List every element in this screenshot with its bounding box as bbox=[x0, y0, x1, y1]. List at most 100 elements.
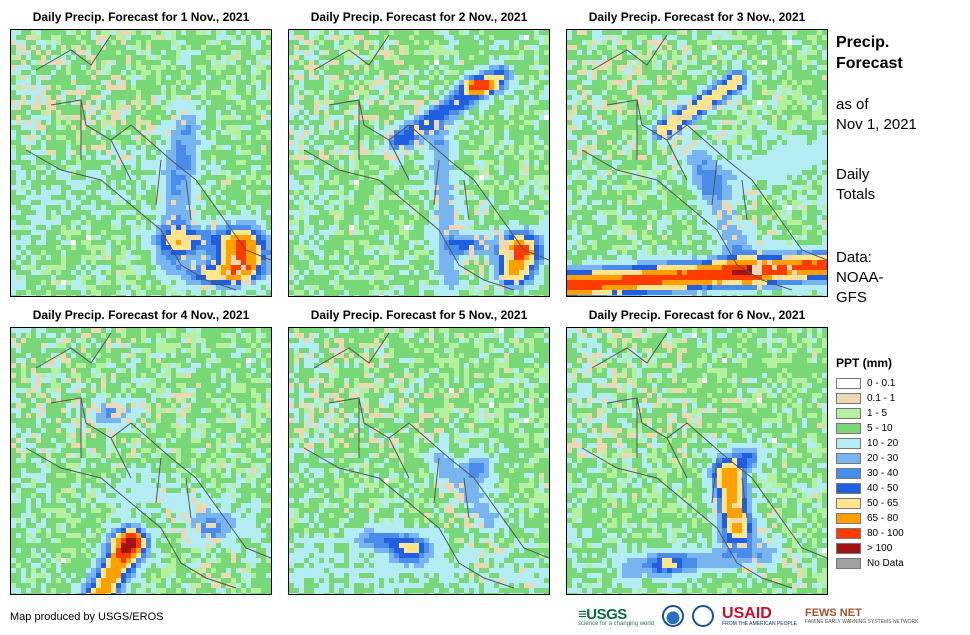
precip-cell bbox=[196, 170, 201, 175]
precip-cell bbox=[196, 285, 201, 290]
precip-cell bbox=[539, 200, 544, 205]
precip-cell bbox=[374, 75, 379, 80]
precip-cell bbox=[314, 120, 319, 125]
precip-cell bbox=[266, 100, 271, 105]
precip-cell bbox=[161, 195, 166, 200]
precip-cell bbox=[151, 100, 156, 105]
precip-cell bbox=[449, 70, 454, 75]
precip-cell bbox=[226, 90, 231, 95]
precip-cell bbox=[529, 150, 534, 155]
precip-cell bbox=[394, 230, 399, 235]
precip-cell bbox=[41, 45, 46, 50]
precip-cell bbox=[236, 280, 241, 285]
precip-cell bbox=[419, 195, 424, 200]
precip-cell bbox=[509, 235, 514, 240]
precip-cell bbox=[41, 145, 46, 150]
precip-cell bbox=[439, 40, 444, 45]
precip-cell bbox=[11, 115, 16, 120]
precip-cell bbox=[41, 160, 46, 165]
precip-cell bbox=[56, 190, 61, 195]
precip-cell bbox=[246, 60, 251, 65]
precip-cell bbox=[126, 40, 131, 45]
precip-cell bbox=[256, 45, 261, 50]
precip-cell bbox=[246, 255, 251, 260]
precip-cell bbox=[494, 200, 499, 205]
precip-cell bbox=[449, 50, 454, 55]
precip-cell bbox=[71, 185, 76, 190]
precip-cell bbox=[106, 210, 111, 215]
precip-cell bbox=[226, 115, 231, 120]
precip-cell bbox=[261, 100, 266, 105]
precip-cell bbox=[161, 290, 166, 295]
precip-cell bbox=[339, 50, 344, 55]
precip-cell bbox=[26, 125, 31, 130]
precip-cell bbox=[186, 130, 191, 135]
precip-cell bbox=[389, 70, 394, 75]
precip-cell bbox=[404, 40, 409, 45]
precip-cell bbox=[266, 40, 271, 45]
precip-cell bbox=[349, 135, 354, 140]
precip-cell bbox=[464, 145, 469, 150]
precip-cell bbox=[86, 40, 91, 45]
precip-cell bbox=[404, 70, 409, 75]
precip-cell bbox=[544, 130, 549, 135]
precip-cell bbox=[419, 220, 424, 225]
precip-cell bbox=[329, 105, 334, 110]
precip-cell bbox=[359, 50, 364, 55]
precip-cell bbox=[309, 30, 314, 35]
precip-cell bbox=[196, 40, 201, 45]
precip-cell bbox=[544, 50, 549, 55]
precip-cell bbox=[494, 165, 499, 170]
precip-cell bbox=[66, 75, 71, 80]
precip-cell bbox=[319, 95, 324, 100]
precip-cell bbox=[141, 85, 146, 90]
precip-cell bbox=[339, 35, 344, 40]
precip-cell bbox=[61, 160, 66, 165]
precip-cell bbox=[329, 110, 334, 115]
precip-cell bbox=[181, 165, 186, 170]
precip-cell bbox=[191, 60, 196, 65]
precip-cell bbox=[61, 215, 66, 220]
precip-cell bbox=[221, 270, 226, 275]
precip-cell bbox=[211, 295, 216, 296]
precip-cell bbox=[241, 115, 246, 120]
precip-cell bbox=[434, 205, 439, 210]
precip-cell bbox=[76, 220, 81, 225]
precip-cell bbox=[314, 130, 319, 135]
precip-cell bbox=[464, 155, 469, 160]
precip-cell bbox=[201, 295, 206, 296]
precip-cell bbox=[181, 265, 186, 270]
precip-cell bbox=[319, 50, 324, 55]
precip-cell bbox=[374, 95, 379, 100]
precip-cell bbox=[479, 125, 484, 130]
precip-cell bbox=[484, 155, 489, 160]
precip-cell bbox=[251, 285, 256, 290]
precip-cell bbox=[364, 75, 369, 80]
precip-cell bbox=[539, 45, 544, 50]
precip-cell bbox=[226, 245, 231, 250]
precip-cell bbox=[166, 45, 171, 50]
precip-cell bbox=[231, 50, 236, 55]
precip-cell bbox=[26, 190, 31, 195]
precip-cell bbox=[449, 45, 454, 50]
precip-cell bbox=[334, 105, 339, 110]
precip-cell bbox=[101, 205, 106, 210]
precip-cell bbox=[309, 155, 314, 160]
precip-cell bbox=[121, 110, 126, 115]
precip-cell bbox=[216, 50, 221, 55]
precip-cell bbox=[261, 175, 266, 180]
precip-cell bbox=[106, 165, 111, 170]
precip-cell bbox=[494, 190, 499, 195]
precip-cell bbox=[41, 170, 46, 175]
precip-cell bbox=[66, 85, 71, 90]
precip-cell bbox=[319, 55, 324, 60]
precip-cell bbox=[11, 55, 16, 60]
precip-cell bbox=[136, 120, 141, 125]
precip-cell bbox=[141, 60, 146, 65]
precip-cell bbox=[241, 90, 246, 95]
precip-cell bbox=[349, 105, 354, 110]
precip-cell bbox=[106, 50, 111, 55]
precip-cell bbox=[484, 200, 489, 205]
precip-cell bbox=[111, 160, 116, 165]
precip-cell bbox=[76, 295, 81, 296]
